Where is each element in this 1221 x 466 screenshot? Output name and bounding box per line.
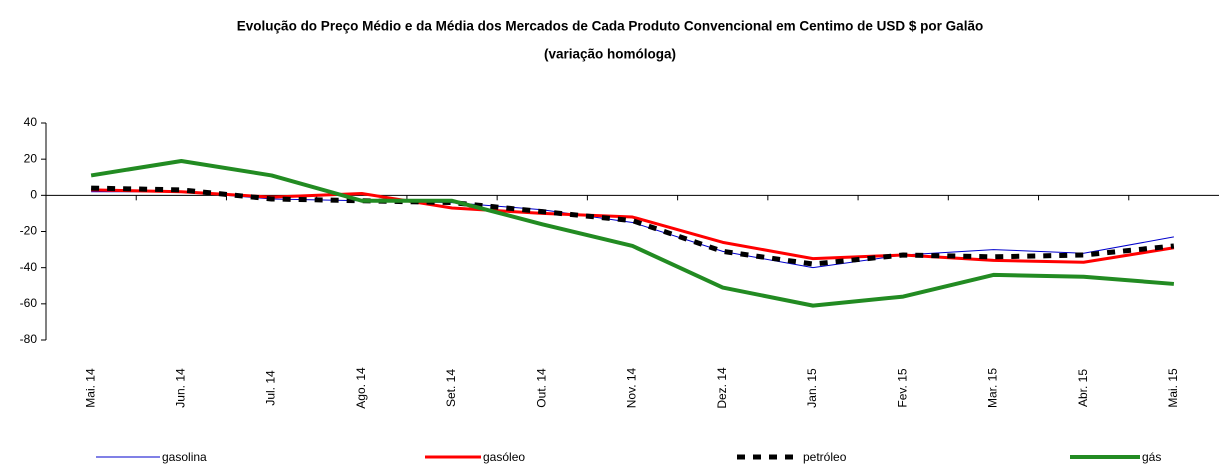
x-tick-label: Out. 14: [534, 368, 548, 408]
x-tick-label: Fev. 15: [895, 368, 909, 407]
series-line: [91, 185, 1175, 267]
x-tick-label: Mai. 15: [1166, 368, 1180, 408]
x-tick-label: Nov. 14: [625, 367, 639, 408]
x-tick-label: Dez. 14: [715, 367, 729, 409]
y-tick-label: -60: [20, 296, 38, 310]
x-tick-label: Mai. 14: [83, 368, 97, 408]
y-tick-label: 40: [24, 115, 38, 129]
x-tick-label: Jun. 14: [174, 368, 188, 408]
y-tick-label: -20: [20, 224, 38, 238]
y-tick-label: -40: [20, 260, 38, 274]
legend-label: gasolina: [162, 450, 207, 464]
y-tick-label: -80: [20, 332, 38, 346]
y-tick-label: 20: [24, 151, 38, 165]
y-tick-label: 0: [30, 188, 37, 202]
legend-label: petróleo: [803, 450, 847, 464]
series-line: [90, 158, 1175, 308]
x-tick-label: Set. 14: [444, 369, 458, 407]
series-line: [91, 188, 1175, 264]
chart-subtitle: (variação homóloga): [544, 47, 676, 62]
x-tick-label: Mar. 15: [986, 368, 1000, 408]
legend-label: gasóleo: [483, 450, 525, 464]
x-tick-label: Abr. 15: [1076, 369, 1090, 407]
x-tick-label: Ago. 14: [354, 367, 368, 409]
legend-label: gás: [1142, 450, 1161, 464]
x-tick-label: Jul. 14: [264, 370, 278, 406]
x-tick-label: Jan. 15: [805, 368, 819, 408]
chart-title: Evolução do Preço Médio e da Média dos M…: [237, 19, 983, 34]
